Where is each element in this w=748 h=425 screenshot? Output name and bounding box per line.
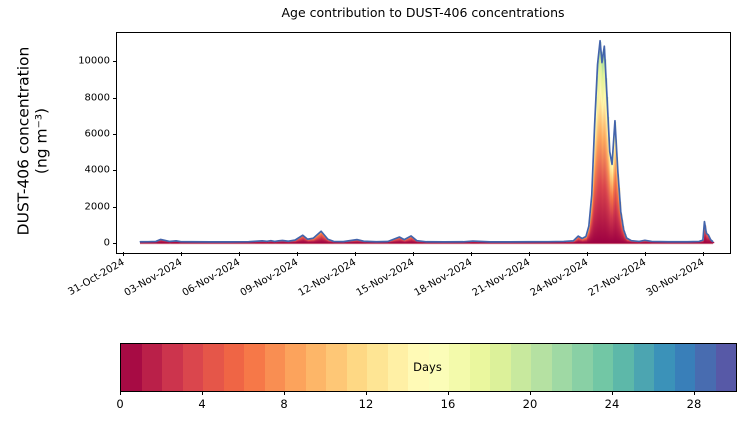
colorbar-segment [633, 344, 654, 391]
x-tick [702, 252, 704, 256]
colorbar-segment [223, 344, 244, 391]
colorbar [120, 343, 737, 392]
colorbar-segment [162, 344, 183, 391]
colorbar-segment [141, 344, 162, 391]
colorbar-segment [346, 344, 367, 391]
x-tick-label: 31-Oct-2024 [66, 257, 127, 299]
colorbar-tick [366, 391, 367, 395]
colorbar-segment [182, 344, 203, 391]
x-tick-label: 06-Nov-2024 [181, 257, 243, 299]
colorbar-segment [469, 344, 490, 391]
x-tick [528, 252, 530, 256]
y-tick-label: 4000 [84, 164, 110, 176]
colorbar-segment [715, 344, 736, 391]
y-tick-label: 10000 [78, 55, 110, 67]
colorbar-tick-label: 16 [440, 397, 456, 411]
x-tick [644, 252, 646, 256]
colorbar-segment [551, 344, 572, 391]
x-tick [586, 252, 588, 256]
colorbar-tick [530, 391, 531, 395]
colorbar-segment [510, 344, 531, 391]
colorbar-segment [654, 344, 675, 391]
colorbar-tick [612, 391, 613, 395]
x-tick-label: 12-Nov-2024 [296, 257, 359, 299]
y-tick-label: 0 [103, 237, 110, 249]
colorbar-tick-label: 12 [358, 397, 374, 411]
y-tick [113, 61, 117, 63]
x-tick [470, 252, 472, 256]
colorbar-tick-label: 28 [686, 397, 702, 411]
colorbar-segment [695, 344, 716, 391]
colorbar-segment [264, 344, 285, 391]
y-tick [113, 97, 117, 99]
y-axis-label-line1: DUST-406 concentration [14, 46, 33, 236]
colorbar-tick-label: 24 [604, 397, 620, 411]
y-tick [113, 170, 117, 172]
x-tick [180, 252, 182, 256]
colorbar-segment [428, 344, 449, 391]
x-tick [122, 252, 124, 256]
colorbar-tick [448, 391, 449, 395]
colorbar-segment [408, 344, 429, 391]
chart-canvas [117, 33, 729, 252]
x-tick [354, 252, 356, 256]
colorbar-tick [284, 391, 285, 395]
colorbar-segment [490, 344, 511, 391]
colorbar-tick [202, 391, 203, 395]
y-tick [113, 206, 117, 208]
y-tick-label: 2000 [84, 201, 110, 213]
colorbar-segment [285, 344, 306, 391]
colorbar-segment [367, 344, 388, 391]
y-tick-label: 8000 [84, 92, 110, 104]
colorbar-segment [387, 344, 408, 391]
x-tick-label: 03-Nov-2024 [123, 257, 185, 299]
x-tick [296, 252, 298, 256]
x-tick [238, 252, 240, 256]
x-tick-label: 09-Nov-2024 [238, 257, 301, 299]
colorbar-segment [121, 344, 142, 391]
x-tick-label: 21-Nov-2024 [470, 257, 533, 299]
x-tick-label: 27-Nov-2024 [586, 257, 649, 299]
x-tick [412, 252, 414, 256]
colorbar-segment [244, 344, 265, 391]
y-tick [113, 242, 117, 244]
colorbar-tick-label: 8 [280, 397, 288, 411]
x-tick-label: 24-Nov-2024 [528, 257, 591, 299]
colorbar-tick [120, 391, 121, 395]
y-tick [113, 133, 117, 135]
plot-frame [116, 32, 731, 254]
y-tick-label: 6000 [84, 128, 110, 140]
colorbar-tick [694, 391, 695, 395]
colorbar-segment [531, 344, 552, 391]
colorbar-segment [326, 344, 347, 391]
y-axis-label-line2: (ng m⁻³) [33, 107, 51, 175]
colorbar-segment [449, 344, 470, 391]
chart-title: Age contribution to DUST-406 concentrati… [281, 5, 565, 20]
colorbar-segment [203, 344, 224, 391]
colorbar-segment [613, 344, 634, 391]
colorbar-tick-label: 4 [198, 397, 206, 411]
colorbar-tick-label: 20 [522, 397, 538, 411]
x-tick-label: 18-Nov-2024 [412, 257, 475, 299]
x-tick-label: 15-Nov-2024 [354, 257, 417, 299]
x-tick-label: 30-Nov-2024 [644, 257, 707, 299]
colorbar-segment [305, 344, 326, 391]
colorbar-segment [572, 344, 593, 391]
colorbar-label: Days [413, 360, 442, 374]
colorbar-segment [674, 344, 695, 391]
colorbar-tick-label: 0 [116, 397, 124, 411]
y-axis-label: DUST-406 concentration (ng m⁻³) [15, 47, 52, 236]
colorbar-segment [592, 344, 613, 391]
